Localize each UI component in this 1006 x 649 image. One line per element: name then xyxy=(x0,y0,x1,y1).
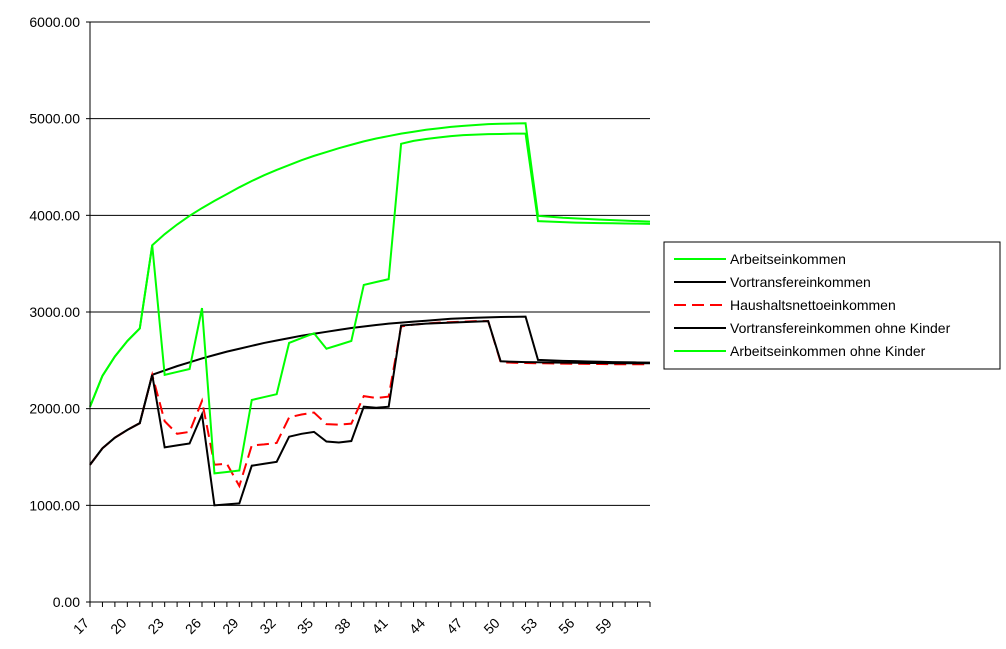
y-tick-label: 3000.00 xyxy=(29,304,80,320)
legend-entry: Arbeitseinkommen xyxy=(730,251,846,267)
x-tick-label: 47 xyxy=(443,615,465,637)
legend-entry: Haushaltsnettoeinkommen xyxy=(730,297,896,313)
y-tick-label: 2000.00 xyxy=(29,401,80,417)
series-lines xyxy=(89,122,651,507)
legend-entry: Vortransfereinkommen ohne Kinder xyxy=(730,320,951,336)
x-tick-label: 44 xyxy=(406,615,428,637)
x-tick-label: 56 xyxy=(555,615,577,637)
y-tick-label: 0.00 xyxy=(53,594,80,610)
x-tick-label: 59 xyxy=(592,615,614,637)
series-line-1 xyxy=(89,315,651,466)
axes: 0.00 1000.00 2000.00 3000.00 4000.00 5000.00 6… xyxy=(29,14,651,637)
x-tick-label: 41 xyxy=(368,615,390,637)
x-tick-label: 50 xyxy=(480,615,502,637)
x-tick-label: 23 xyxy=(144,615,166,637)
y-tick-label: 6000.00 xyxy=(29,14,80,30)
y-tick-label: 5000.00 xyxy=(29,111,80,127)
series-line-3 xyxy=(89,320,650,507)
x-tick-label: 20 xyxy=(107,615,129,637)
series-line-2 xyxy=(89,320,650,489)
x-tick-label: 35 xyxy=(294,615,316,637)
legend: Arbeitseinkommen Vortransfereinkommen Haus… xyxy=(663,241,1001,370)
x-tick-label: 53 xyxy=(518,615,540,637)
x-tick-label: 29 xyxy=(219,615,241,637)
y-tick-label: 1000.00 xyxy=(29,497,80,513)
x-tick-label: 32 xyxy=(256,615,278,637)
series-line-0 xyxy=(89,122,651,408)
x-tick-label: 26 xyxy=(182,615,204,637)
gridlines xyxy=(90,21,650,506)
series-line-4 xyxy=(89,132,651,475)
legend-entry: Vortransfereinkommen xyxy=(730,274,871,290)
y-tick-label: 4000.00 xyxy=(29,207,80,223)
x-tick-label: 17 xyxy=(70,615,92,637)
legend-entry: Arbeitseinkommen ohne Kinder xyxy=(730,343,926,359)
x-tick-label: 38 xyxy=(331,615,353,637)
